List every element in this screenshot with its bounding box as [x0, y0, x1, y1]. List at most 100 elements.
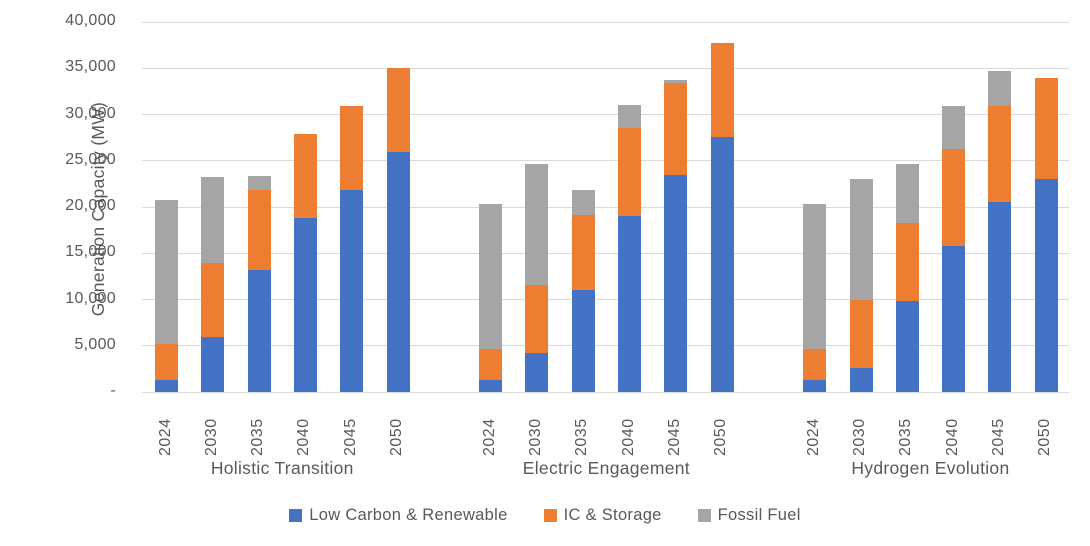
x-tick-label-2024: 2024: [804, 418, 822, 456]
group-label-holistic-transition: Holistic Transition: [210, 458, 354, 478]
bar-segment-ic-storage: [340, 106, 364, 191]
gridline: [142, 206, 1069, 208]
bar-segment-low-carbon-renewable: [710, 136, 734, 392]
gridline: [142, 67, 1069, 69]
bar-segment-low-carbon-renewable: [201, 336, 225, 392]
bar-segment-low-carbon-renewable: [1034, 179, 1058, 392]
bar-segment-low-carbon-renewable: [479, 379, 503, 392]
bar-electric-engagement-2035: [571, 190, 595, 392]
bar-segment-fossil-fuel: [988, 71, 1012, 107]
x-tick-label-2035: 2035: [249, 418, 267, 456]
x-tick-label-2024: 2024: [480, 418, 498, 456]
legend-label: IC & Storage: [563, 505, 662, 524]
bar-hydrogen-evolution-2035: [895, 164, 919, 392]
x-tick-label-2030: 2030: [526, 418, 544, 456]
bar-segment-fossil-fuel: [618, 105, 641, 129]
bar-segment-low-carbon-renewable: [571, 290, 595, 392]
bar-segment-low-carbon-renewable: [942, 245, 966, 392]
bar-segment-fossil-fuel: [201, 177, 225, 263]
bar-segment-ic-storage: [386, 68, 410, 152]
bar-segment-fossil-fuel: [803, 204, 827, 349]
x-tick-label-2045: 2045: [341, 418, 359, 456]
bar-segment-low-carbon-renewable: [664, 174, 688, 392]
bar-segment-ic-storage: [988, 106, 1012, 203]
bar-hydrogen-evolution-2040: [942, 106, 966, 392]
legend-item-low-carbon-renewable: Low Carbon & Renewable: [289, 506, 507, 525]
bar-segment-fossil-fuel: [849, 179, 873, 301]
y-tick-label: 25,000: [65, 150, 116, 168]
bar-segment-low-carbon-renewable: [988, 202, 1012, 392]
x-tick-label-2050: 2050: [712, 418, 730, 456]
bar-holistic-transition-2040: [293, 133, 317, 392]
bar-electric-engagement-2050: [710, 43, 734, 392]
bar-segment-fossil-fuel: [525, 163, 549, 285]
y-tick-label: 20,000: [65, 197, 116, 214]
group-label-electric-engagement: Electric Engagement: [522, 458, 690, 478]
bar-segment-ic-storage: [710, 43, 734, 137]
y-tick-label: -: [110, 382, 116, 399]
bar-electric-engagement-2024: [479, 204, 503, 392]
bar-segment-ic-storage: [201, 262, 225, 337]
bar-segment-ic-storage: [895, 222, 919, 302]
bar-holistic-transition-2030: [201, 177, 225, 392]
bar-segment-ic-storage: [247, 190, 271, 270]
legend-swatch-icon: [543, 508, 557, 522]
bar-segment-ic-storage: [155, 343, 178, 380]
bar-segment-low-carbon-renewable: [895, 301, 919, 392]
bar-segment-low-carbon-renewable: [525, 353, 549, 392]
bar-segment-ic-storage: [618, 128, 641, 217]
x-tick-label-2045: 2045: [665, 418, 683, 456]
y-tick-label: 10,000: [65, 289, 116, 307]
y-tick-label: 35,000: [65, 58, 116, 76]
bar-segment-ic-storage: [942, 148, 966, 246]
bar-holistic-transition-2050: [386, 68, 410, 392]
x-tick-label-2050: 2050: [388, 418, 405, 456]
gridline: [142, 252, 1069, 254]
gridline: [142, 299, 1069, 300]
bar-hydrogen-evolution-2030: [849, 179, 873, 392]
bar-hydrogen-evolution-2050: [1034, 78, 1058, 392]
bar-holistic-transition-2035: [247, 175, 271, 392]
bar-segment-low-carbon-renewable: [386, 151, 410, 392]
legend-label: Low Carbon & Renewable: [309, 505, 508, 524]
bar-hydrogen-evolution-2024: [803, 204, 827, 392]
x-tick-label-2035: 2035: [897, 418, 915, 456]
gridline: [142, 160, 1069, 162]
gridline: [142, 21, 1069, 23]
bar-segment-low-carbon-renewable: [293, 218, 317, 392]
x-tick-label-2050: 2050: [1036, 418, 1054, 456]
bar-segment-ic-storage: [849, 300, 873, 368]
bar-electric-engagement-2045: [664, 80, 688, 392]
x-tick-label-2040: 2040: [295, 418, 313, 456]
bar-holistic-transition-2024: [155, 199, 178, 392]
bar-segment-fossil-fuel: [895, 164, 919, 223]
x-tick-label-2040: 2040: [943, 418, 961, 456]
bar-segment-low-carbon-renewable: [247, 269, 271, 392]
y-tick-label: 40,000: [65, 12, 116, 29]
legend-label: Fossil Fuel: [717, 505, 801, 524]
bar-segment-fossil-fuel: [942, 106, 966, 149]
bar-segment-ic-storage: [293, 133, 317, 219]
bar-electric-engagement-2030: [525, 163, 549, 392]
x-tick-label-2030: 2030: [202, 418, 220, 456]
bar-segment-low-carbon-renewable: [340, 190, 364, 392]
bar-segment-ic-storage: [525, 284, 549, 354]
plot-area: [142, 21, 1069, 393]
bar-segment-low-carbon-renewable: [849, 367, 873, 392]
y-tick-label: 15,000: [65, 243, 116, 261]
x-tick-label-2030: 2030: [851, 418, 868, 456]
y-tick-label: 5,000: [74, 335, 116, 353]
gridline: [142, 114, 1069, 115]
bar-segment-ic-storage: [571, 215, 595, 291]
bar-segment-fossil-fuel: [664, 80, 688, 84]
bar-segment-fossil-fuel: [571, 190, 595, 216]
x-tick-label-2024: 2024: [156, 418, 174, 456]
bar-segment-ic-storage: [664, 83, 688, 175]
x-tick-label-2040: 2040: [619, 418, 637, 456]
bar-segment-fossil-fuel: [479, 204, 503, 349]
group-label-hydrogen-evolution: Hydrogen Evolution: [851, 458, 1010, 478]
bar-segment-low-carbon-renewable: [618, 216, 641, 392]
bar-segment-low-carbon-renewable: [803, 379, 827, 392]
gridline: [142, 391, 1069, 393]
bar-segment-ic-storage: [479, 348, 503, 380]
